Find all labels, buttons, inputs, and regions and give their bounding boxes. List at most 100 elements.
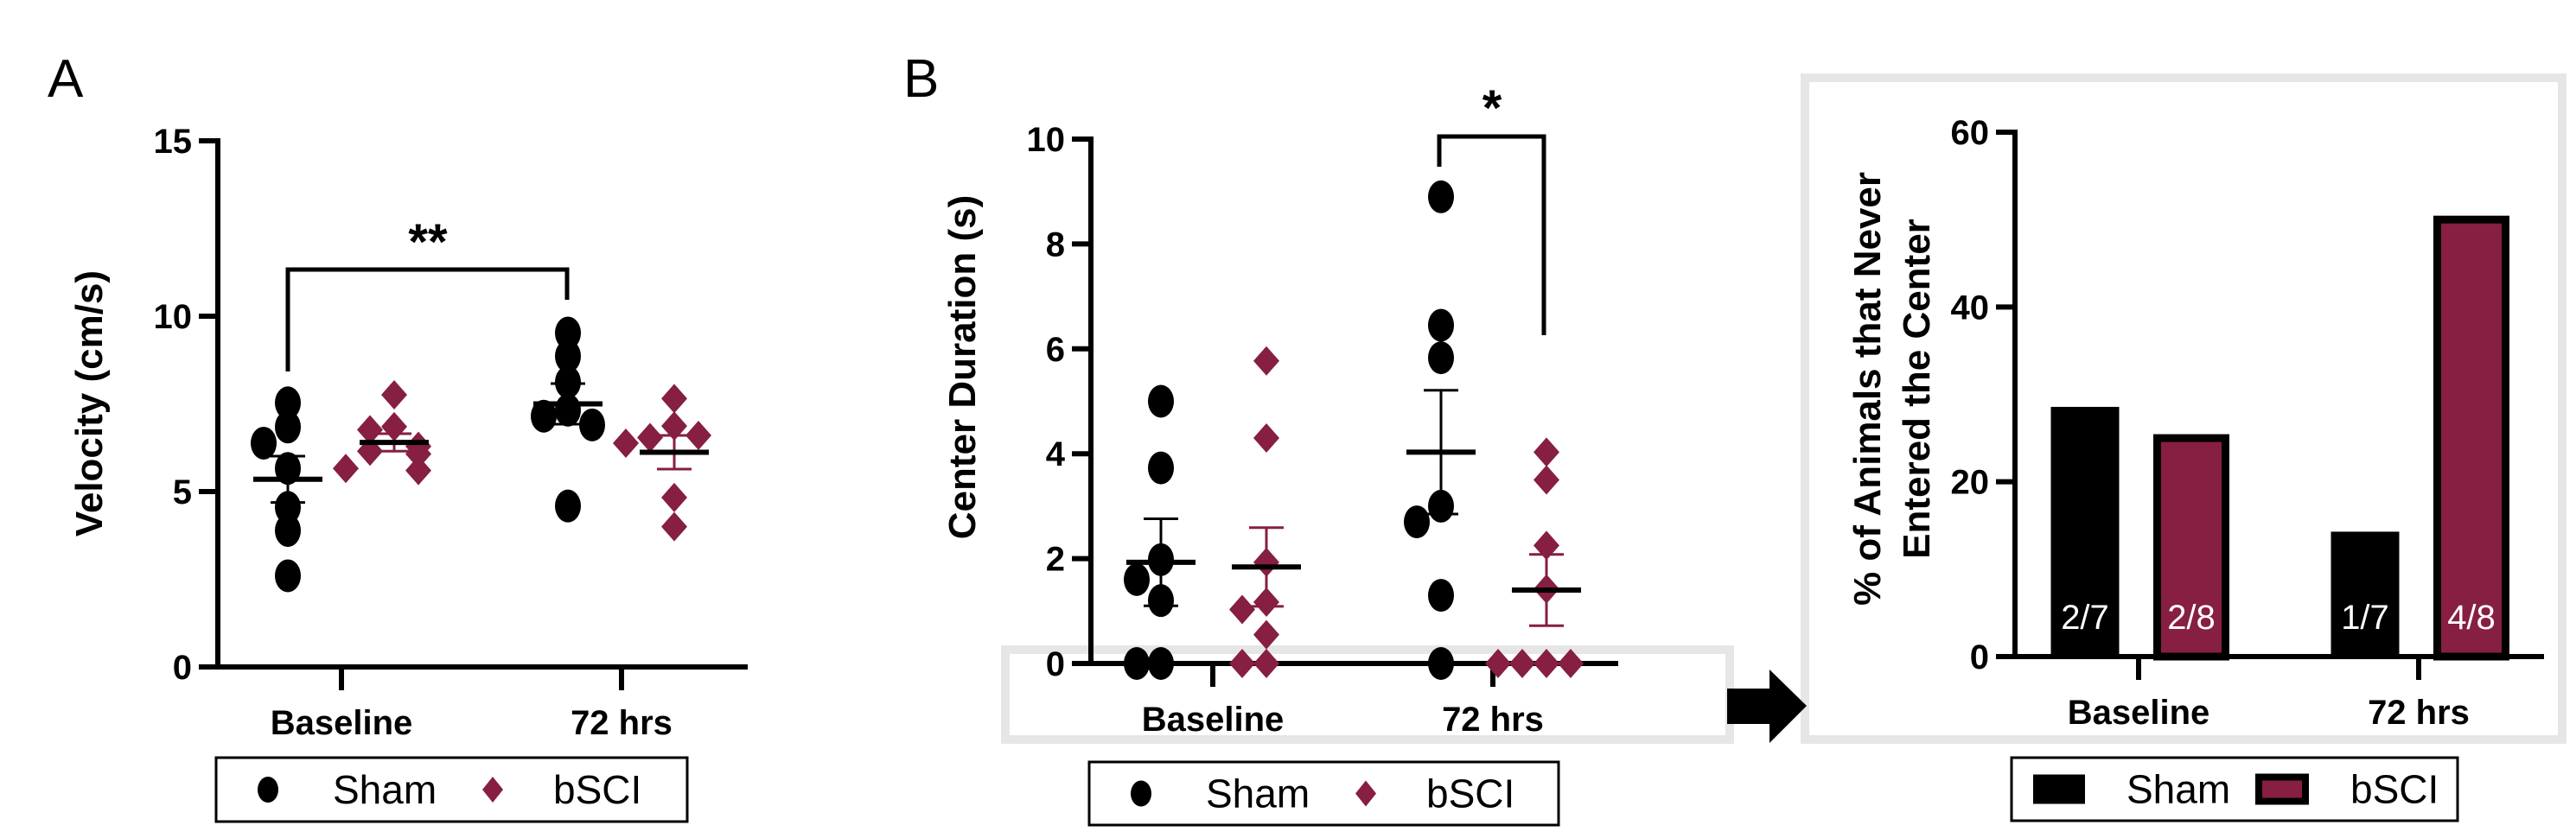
data-point-sham (1428, 579, 1454, 613)
panel-label-a: A (48, 49, 84, 109)
data-point-bsci (333, 454, 359, 484)
panel-c: 0 20 40 60 Baseline 72 hrs % of Animals that N… (1846, 114, 2544, 822)
data-point-bsci (1253, 422, 1279, 453)
data-point-bsci (1253, 649, 1279, 678)
y-axis-title-line-2: Entered the Center (1896, 219, 1938, 559)
data-point-bsci (405, 439, 431, 469)
data-point-sham (1124, 562, 1150, 596)
y-axis-title: Velocity (cm/s) (68, 270, 111, 536)
x-tick-label-baseline: Baseline (271, 704, 413, 742)
data-point-bsci (1253, 346, 1279, 376)
panel-label-b: B (903, 49, 939, 109)
bar-sham-72-hrs (2331, 531, 2400, 657)
y-tick-label: 10 (154, 298, 193, 336)
legend-swatch-bsci (2255, 773, 2309, 805)
data-point-bsci (661, 511, 687, 542)
data-point-sham (275, 410, 301, 444)
highlight-box-c (1801, 73, 2566, 744)
bar-count-label: 1/7 (2341, 599, 2389, 637)
data-point-sham (1428, 647, 1454, 680)
legend-box (2010, 756, 2459, 822)
bar-count-label: 2/8 (2167, 599, 2216, 637)
data-point-sham (251, 426, 277, 460)
x-tick-label-baseline: Baseline (1142, 701, 1285, 739)
y-tick-label: 8 (1046, 225, 1065, 263)
data-point-bsci (661, 384, 687, 414)
legend-label-sham: Sham (1206, 771, 1310, 816)
y-tick-label: 10 (1027, 121, 1066, 159)
data-point-bsci (1558, 649, 1584, 678)
data-point-bsci (1533, 530, 1559, 561)
legend-circle-icon (258, 777, 278, 803)
data-point-sham (1428, 308, 1454, 342)
data-point-sham (555, 316, 581, 350)
legend-box (1087, 760, 1560, 827)
legend-label-sham: Sham (2126, 767, 2230, 812)
y-tick-label: 6 (1046, 331, 1065, 369)
data-point-bsci (1533, 465, 1559, 495)
data-point-sham (555, 340, 581, 373)
data-point-bsci (1509, 649, 1535, 678)
bar-count-label: 2/7 (2061, 599, 2109, 637)
y-tick-label: 0 (1970, 638, 1989, 676)
data-point-bsci (661, 482, 687, 512)
y-tick-label: 4 (1046, 435, 1066, 473)
data-point-sham (275, 491, 301, 524)
legend-label-bsci: bSCI (2350, 767, 2439, 812)
data-point-bsci (405, 455, 431, 486)
significance-bracket (285, 267, 570, 371)
legend-label-sham: Sham (333, 767, 437, 812)
significance-stars: ** (408, 214, 448, 270)
data-point-bsci (1533, 649, 1559, 678)
legend-label-bsci: bSCI (1426, 771, 1514, 816)
data-point-sham (1148, 451, 1174, 485)
right-arrow-icon (1727, 670, 1807, 743)
data-point-sham (1404, 505, 1430, 539)
data-point-bsci (1229, 649, 1255, 678)
significance-star: * (1482, 80, 1502, 136)
data-point-sham (1148, 384, 1174, 418)
x-tick-label-baseline: Baseline (2068, 694, 2210, 732)
data-point-sham (1148, 647, 1174, 680)
data-point-sham (1428, 341, 1454, 375)
y-tick-label: 60 (1951, 114, 1990, 152)
y-axis-title-line-1: % of Animals that Never (1846, 172, 1889, 606)
legend-circle-icon (1131, 780, 1151, 807)
data-point-bsci (1229, 594, 1255, 625)
data-point-bsci (685, 421, 711, 451)
y-tick-label: 2 (1046, 541, 1065, 579)
legend-diamond-icon (482, 777, 503, 803)
legend-swatch-sham (2033, 774, 2085, 804)
data-point-bsci (1533, 437, 1559, 467)
y-tick-label: 0 (1046, 645, 1065, 683)
data-point-bsci (637, 422, 663, 453)
bar-sham-baseline (2050, 406, 2120, 657)
data-point-sham (555, 365, 581, 399)
y-tick-label: 20 (1951, 464, 1990, 502)
y-tick-label: 15 (154, 123, 193, 161)
data-point-sham (275, 386, 301, 420)
data-point-sham (275, 559, 301, 593)
y-tick-label: 40 (1951, 289, 1990, 327)
data-point-sham (531, 399, 557, 433)
y-axis-title: Center Duration (s) (941, 195, 984, 539)
x-tick-label-72-hrs: 72 hrs (2368, 694, 2470, 732)
data-point-bsci (1253, 619, 1279, 650)
panel-a: 0 5 10 15 Baseline 72 hrs Velocity (cm/s) Sham b… (68, 123, 748, 823)
legend-box (214, 756, 689, 823)
data-point-sham (1124, 647, 1150, 680)
data-point-bsci (613, 428, 639, 458)
panel-b: 0 2 4 6 8 10 Baseline 72 hrs Center Duration (s)… (941, 80, 1618, 827)
legend-label-bsci: bSCI (553, 767, 641, 812)
data-point-sham (579, 408, 605, 441)
data-point-bsci (661, 411, 687, 441)
bar-count-label: 4/8 (2447, 599, 2496, 637)
y-tick-label: 5 (173, 473, 192, 511)
data-point-sham (555, 489, 581, 523)
data-point-sham (1428, 180, 1454, 213)
significance-bracket (1437, 134, 1546, 335)
data-point-sham (275, 514, 301, 548)
bar-bsci-72-hrs (2433, 215, 2509, 661)
legend-diamond-icon (1355, 780, 1376, 807)
